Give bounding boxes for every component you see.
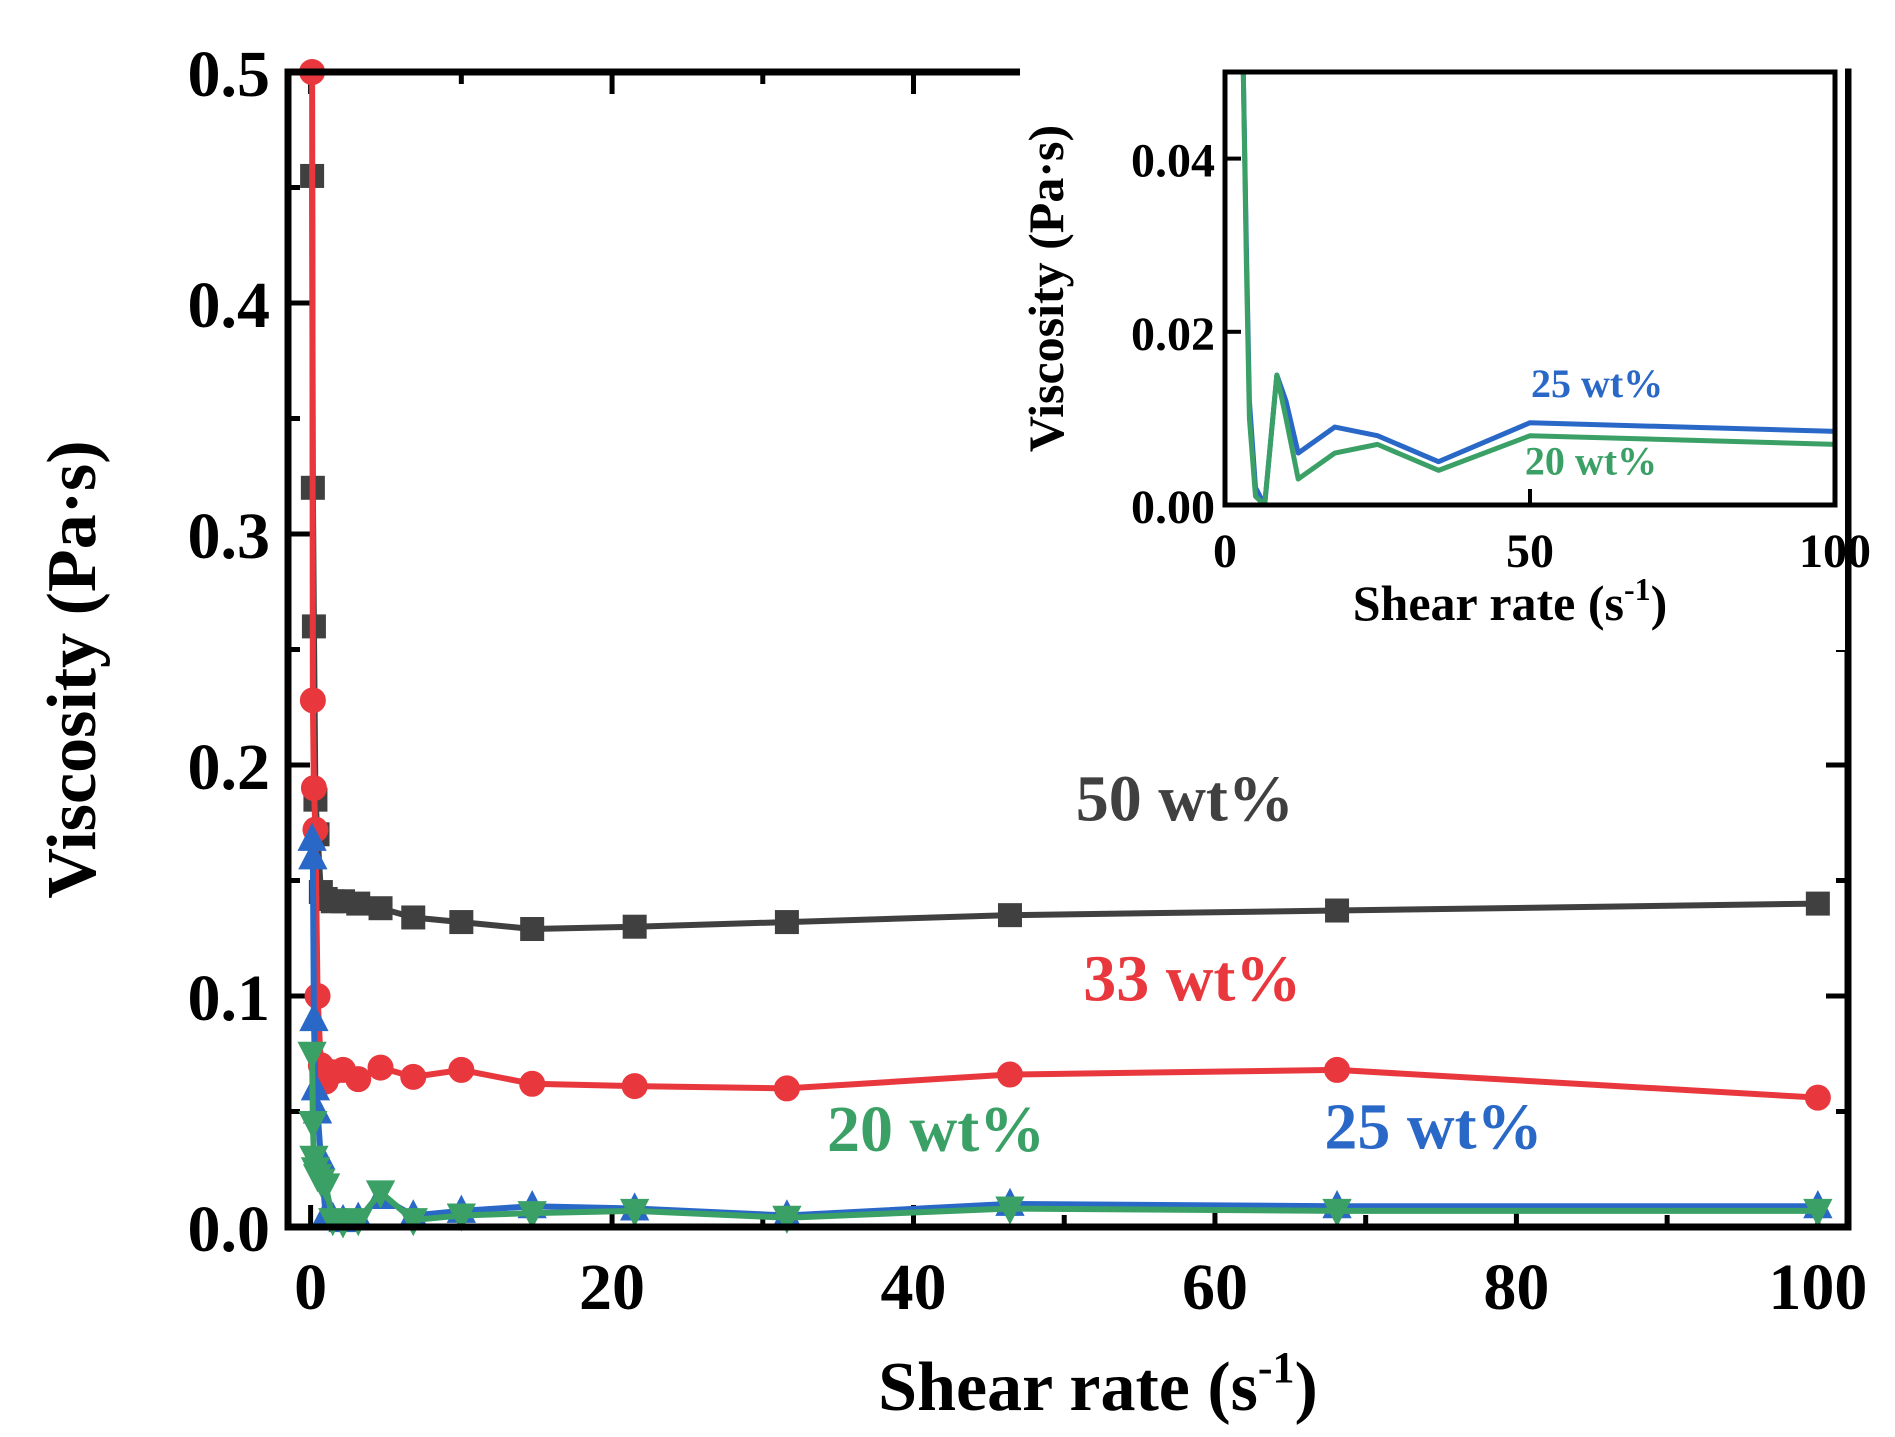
series-label-25-wt: 25 wt% <box>1324 1090 1542 1163</box>
data-point-20-wt <box>995 1196 1025 1225</box>
data-point-33-wt <box>519 1070 546 1097</box>
data-point-50-wt <box>774 910 799 935</box>
inset-x-axis-title-close: ) <box>1651 575 1668 631</box>
data-point-50-wt <box>346 891 371 916</box>
data-point-33-wt <box>448 1056 475 1083</box>
data-point-33-wt <box>1804 1084 1831 1111</box>
series-label-33-wt: 33 wt% <box>1083 943 1301 1016</box>
data-point-50-wt <box>1325 898 1350 923</box>
data-point-33-wt <box>621 1073 648 1100</box>
data-point-20-wt <box>446 1203 476 1232</box>
main-plot: 0 20 40 60 80 100 0.0 0.1 0.2 0.3 0.4 0.5 50 wt% 33 … <box>34 38 1867 1426</box>
data-point-33-wt <box>304 983 331 1009</box>
inset-x-tick-label: 0 <box>1213 525 1237 578</box>
data-point-33-wt <box>300 775 327 802</box>
data-point-33-wt <box>773 1075 800 1102</box>
inset-series-label-25-wt: 25 wt% <box>1531 361 1663 406</box>
inset-series-line-20-wt <box>1240 71 1836 508</box>
data-point-50-wt <box>997 903 1022 928</box>
main-x-axis-title-superscript: -1 <box>1258 1343 1295 1392</box>
main-y-tick-label: 0.0 <box>188 1193 271 1266</box>
main-x-axis-title-close: ) <box>1295 1349 1318 1426</box>
data-point-33-wt <box>1324 1056 1351 1083</box>
inset-x-axis-title-superscript: -1 <box>1624 571 1651 607</box>
data-point-50-wt <box>449 910 474 935</box>
main-x-tick-label: 40 <box>881 1251 947 1324</box>
main-x-axis-title: Shear rate (s-1) <box>878 1343 1318 1426</box>
data-point-25-wt <box>299 1002 329 1032</box>
main-x-tick-label: 100 <box>1768 1251 1867 1324</box>
series-label-20-wt: 20 wt% <box>827 1093 1045 1166</box>
data-point-50-wt <box>368 896 393 921</box>
data-point-20-wt <box>517 1201 547 1230</box>
inset-x-axis-title: Shear rate (s-1) <box>1353 571 1668 631</box>
inset-series-labels: 25 wt% 20 wt% <box>1525 361 1663 484</box>
data-point-50-wt <box>520 917 545 942</box>
main-x-axis-title-text: Shear rate (s <box>878 1349 1258 1426</box>
main-y-tick-label: 0.2 <box>188 731 271 804</box>
data-point-20-wt <box>311 1173 341 1202</box>
inset-x-tick-label: 100 <box>1799 525 1871 578</box>
main-x-tick-label: 0 <box>294 1251 327 1324</box>
inset-background <box>1020 60 1845 650</box>
main-x-tick-label: 20 <box>579 1251 645 1324</box>
inset-y-tick-label: 0.00 <box>1131 481 1215 534</box>
data-point-50-wt <box>401 905 426 930</box>
data-point-20-wt <box>297 1041 327 1070</box>
inset-series-label-20-wt: 20 wt% <box>1525 439 1657 484</box>
main-y-tick-label: 0.5 <box>188 38 271 111</box>
data-point-20-wt <box>365 1180 396 1209</box>
main-y-tick-label: 0.3 <box>188 500 271 573</box>
series-line-25-wt <box>309 838 1818 1224</box>
data-point-20-wt <box>298 1111 328 1140</box>
series-20-wt <box>297 1041 1833 1239</box>
inset-y-axis-title: Viscosity (Pa·s) <box>1018 125 1074 452</box>
inset-x-tick-label: 50 <box>1506 525 1554 578</box>
data-point-50-wt <box>1805 891 1830 916</box>
data-point-20-wt <box>398 1208 428 1237</box>
data-point-33-wt <box>345 1066 372 1093</box>
main-y-tick-label: 0.4 <box>188 269 271 342</box>
inset-plot: 0 50 100 0.00 0.02 0.04 25 wt% 20 wt% Shear ra… <box>1018 60 1871 650</box>
series-label-50-wt: 50 wt% <box>1076 762 1294 835</box>
main-y-tick-label: 0.1 <box>188 962 271 1035</box>
series-25-wt <box>297 822 1833 1233</box>
data-point-50-wt <box>622 914 647 939</box>
inset-x-axis-title-text: Shear rate (s <box>1353 575 1624 631</box>
data-point-25-wt <box>298 841 328 870</box>
inset-y-tick-label: 0.02 <box>1131 308 1215 361</box>
data-point-20-wt <box>772 1205 802 1234</box>
data-point-20-wt <box>1803 1198 1833 1227</box>
data-point-20-wt <box>1322 1198 1352 1227</box>
data-point-33-wt <box>400 1063 427 1090</box>
data-point-33-wt <box>299 687 326 714</box>
inset-plot-frame <box>1222 69 1838 508</box>
data-point-20-wt <box>620 1198 650 1227</box>
inset-tick-labels: 0 50 100 0.00 0.02 0.04 <box>1131 135 1871 578</box>
main-x-tick-label: 80 <box>1483 1251 1549 1324</box>
data-point-20-wt <box>343 1208 373 1237</box>
inset-y-tick-label: 0.04 <box>1131 135 1215 188</box>
data-point-33-wt <box>367 1054 394 1081</box>
inset-series-group <box>1240 71 1836 508</box>
main-x-tick-label: 60 <box>1182 1251 1248 1324</box>
main-series-labels: 50 wt% 33 wt% 20 wt% 25 wt% <box>827 762 1543 1165</box>
main-tick-labels: 0 20 40 60 80 100 0.0 0.1 0.2 0.3 0.4 0.5 <box>188 38 1868 1324</box>
main-y-axis-title: Viscosity (Pa·s) <box>34 440 111 898</box>
data-point-33-wt <box>996 1061 1023 1088</box>
